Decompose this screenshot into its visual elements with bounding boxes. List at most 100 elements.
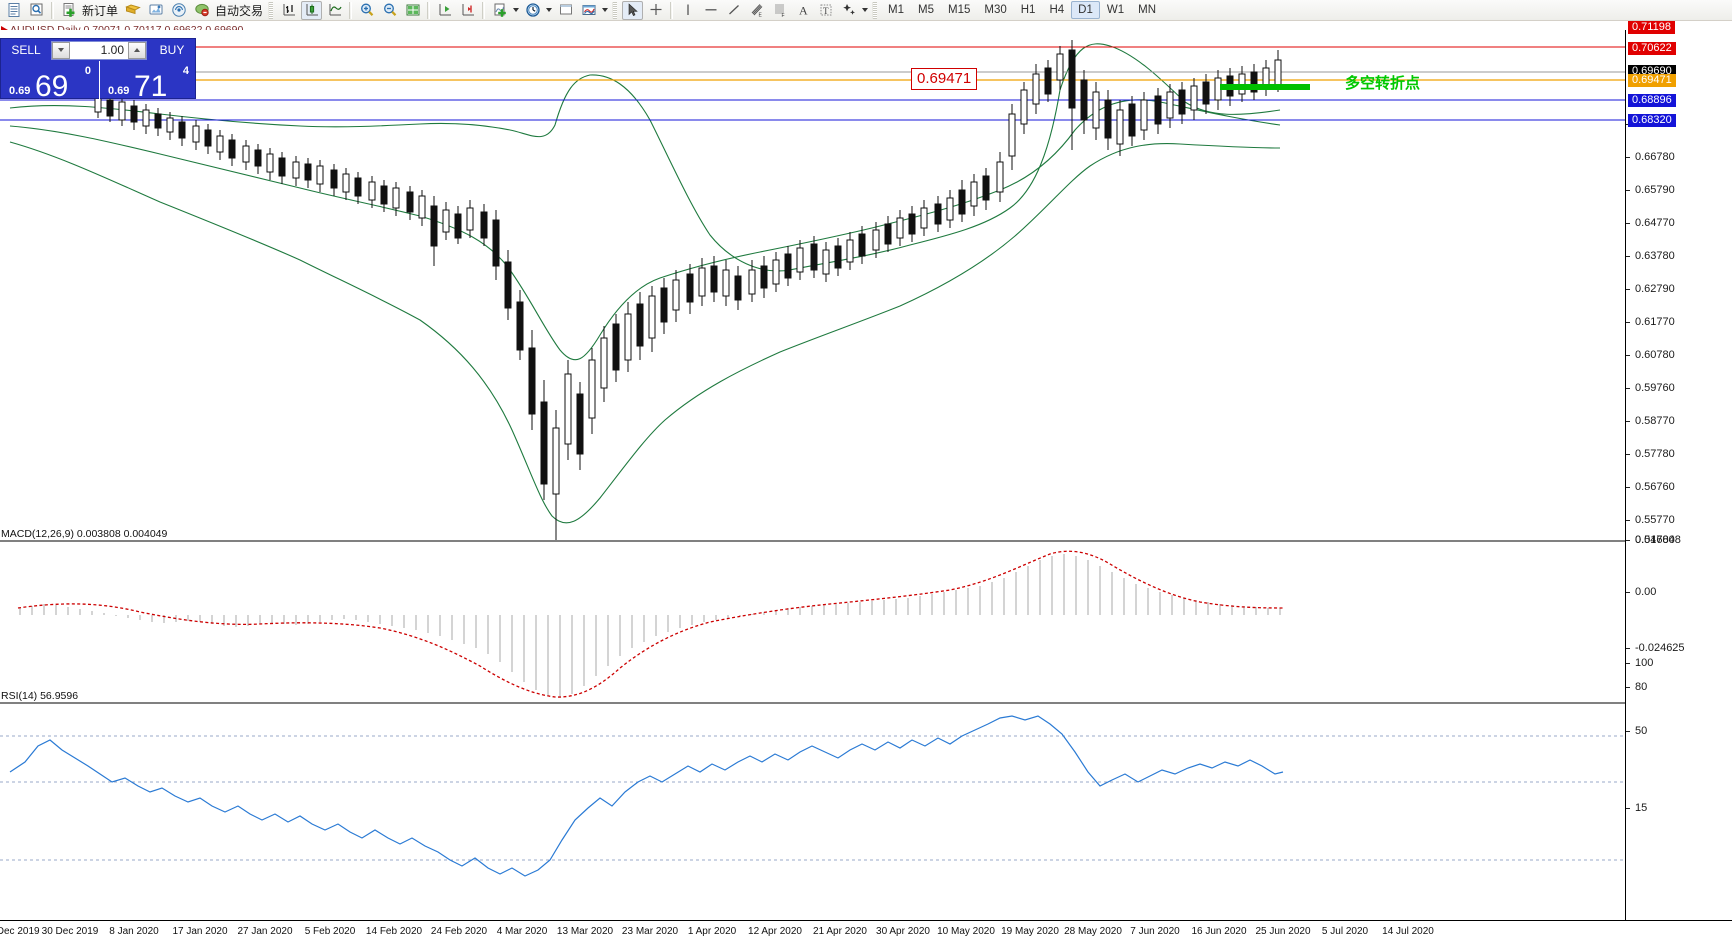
date-label: 14 Jul 2020 — [1382, 926, 1434, 937]
period-icon[interactable] — [522, 1, 543, 20]
rsi-indicator-label: RSI(14) 56.9596 — [1, 690, 79, 702]
buy-button[interactable]: BUY — [159, 43, 185, 57]
date-label: 10 May 2020 — [937, 926, 995, 937]
scale-tick: 0.63780 — [1626, 250, 1675, 262]
buy-price-block[interactable]: 0.69 71 4 — [99, 61, 197, 102]
text-icon[interactable]: A — [792, 1, 813, 20]
folder-icon[interactable] — [122, 1, 143, 20]
toolbar-grip[interactable] — [872, 1, 878, 19]
date-label: 30 Dec 2019 — [41, 926, 99, 937]
rsi-line — [9, 715, 1284, 877]
cursor-icon[interactable] — [622, 0, 644, 20]
chart-plot-area[interactable]: 0.69471 多空转折点 — [0, 30, 1625, 920]
timeframe-h1[interactable]: H1 — [1020, 4, 1036, 16]
timeframe-mn[interactable]: MN — [1138, 4, 1156, 16]
date-label: 23 Mar 2020 — [621, 926, 679, 937]
scale-tick: 0.65790 — [1626, 184, 1675, 196]
date-label: 27 Jan 2020 — [237, 926, 293, 937]
trendline-icon[interactable] — [723, 1, 744, 20]
auto-scroll-icon[interactable] — [457, 1, 478, 20]
chevron-down-icon[interactable] — [600, 1, 610, 20]
chevron-down-icon[interactable] — [511, 1, 521, 20]
toolbar-separator — [670, 1, 674, 19]
equidistant-channel-icon[interactable]: E — [746, 1, 767, 20]
chart-window-icon[interactable] — [555, 1, 576, 20]
add-indicator-icon[interactable] — [489, 1, 510, 20]
macd-scale-tick: -0.024625 — [1626, 642, 1685, 654]
magnifier-search-icon[interactable] — [26, 1, 47, 20]
vertical-line-icon[interactable] — [677, 1, 698, 20]
text-label-icon[interactable]: T — [815, 1, 836, 20]
toolbar-separator — [482, 1, 486, 19]
date-label: 1 Apr 2020 — [687, 926, 737, 937]
sell-price-main: 69 — [35, 70, 69, 103]
price-scale[interactable]: 0.67770 0.66780 0.65790 0.64770 0.63780 … — [1625, 21, 1732, 920]
zoom-out-icon[interactable] — [379, 1, 400, 20]
date-axis[interactable]: 0 Dec 2019 30 Dec 2019 8 Jan 2020 17 Jan… — [0, 920, 1732, 942]
autotrading-label[interactable]: 自动交易 — [215, 3, 264, 18]
scale-tick: 0.59760 — [1626, 382, 1675, 394]
scale-tick: 0.55770 — [1626, 514, 1675, 526]
templates-icon[interactable] — [578, 1, 599, 20]
volume-increase-button[interactable] — [128, 41, 146, 59]
rsi-scale-tick: 100 — [1626, 657, 1653, 669]
date-label: 12 Apr 2020 — [748, 926, 802, 937]
chevron-down-icon[interactable] — [860, 1, 870, 20]
volume-decrease-button[interactable] — [52, 41, 70, 59]
timeframe-d1[interactable]: D1 — [1071, 1, 1100, 19]
scale-tick: 0.61770 — [1626, 316, 1675, 328]
toolbar-separator — [349, 1, 353, 19]
new-order-label[interactable]: 新订单 — [82, 3, 119, 18]
toolbar-grip[interactable] — [612, 1, 618, 19]
line-chart-icon[interactable] — [324, 1, 345, 20]
timeframe-m5[interactable]: M5 — [918, 4, 934, 16]
chinese-annotation[interactable]: 多空转折点 — [1345, 74, 1421, 92]
chevron-down-icon — [58, 48, 64, 52]
sell-price-block[interactable]: 0.69 69 0 — [1, 61, 99, 103]
timeframe-m15[interactable]: M15 — [948, 4, 971, 16]
volume-value[interactable]: 1.00 — [70, 41, 128, 59]
crosshair-icon[interactable] — [645, 1, 666, 20]
date-label: 13 Mar 2020 — [556, 926, 614, 937]
macd-histogram — [19, 554, 1281, 698]
bollinger-bands — [9, 43, 1281, 524]
candlestick-chart-icon[interactable] — [301, 0, 323, 20]
price-badge-resist: 0.70622 — [1628, 42, 1676, 55]
autotrading-icon[interactable] — [191, 1, 212, 20]
buy-price-fraction: 4 — [182, 65, 189, 77]
publish-icon[interactable] — [145, 1, 166, 20]
data-window-icon[interactable] — [402, 1, 423, 20]
one-click-trading-panel[interactable]: SELL 1.00 BUY 0.69 69 0 0.69 71 4 — [0, 38, 197, 103]
horizontal-line-icon[interactable] — [700, 1, 721, 20]
new-order-icon[interactable] — [58, 1, 79, 20]
date-label: 5 Jul 2020 — [1321, 926, 1369, 937]
timeframe-m30[interactable]: M30 — [984, 4, 1007, 16]
chevron-down-icon[interactable] — [544, 1, 554, 20]
signals-icon[interactable] — [168, 1, 189, 20]
svg-text:E: E — [758, 13, 762, 19]
scale-tick: 0.56760 — [1626, 481, 1675, 493]
date-label: 8 Jan 2020 — [109, 926, 159, 937]
macd-signal-line — [17, 550, 1284, 698]
price-tag-annotation[interactable]: 0.69471 — [911, 68, 978, 90]
sell-button[interactable]: SELL — [11, 43, 41, 57]
zoom-in-icon[interactable] — [356, 1, 377, 20]
scale-tick: 0.66780 — [1626, 151, 1675, 163]
fibonacci-icon[interactable]: F — [769, 1, 790, 20]
date-label: 14 Feb 2020 — [365, 926, 423, 937]
volume-stepper[interactable]: 1.00 — [51, 40, 147, 60]
bar-chart-icon[interactable] — [278, 1, 299, 20]
toolbar-grip[interactable] — [268, 1, 274, 19]
timeframe-m1[interactable]: M1 — [888, 4, 905, 16]
document-icon[interactable] — [3, 1, 24, 20]
timeframe-h4[interactable]: H4 — [1049, 4, 1065, 16]
chart-shift-icon[interactable] — [434, 1, 455, 20]
timeframe-w1[interactable]: W1 — [1106, 4, 1125, 16]
oct-top-row: SELL 1.00 BUY — [1, 39, 197, 61]
sell-price-prefix: 0.69 — [9, 85, 31, 97]
objects-icon[interactable] — [838, 1, 859, 20]
date-label: 19 May 2020 — [1001, 926, 1059, 937]
scale-tick: 0.58770 — [1626, 415, 1675, 427]
price-badge-pivot: 0.69471 — [1628, 74, 1676, 87]
chart-svg — [0, 30, 1625, 920]
